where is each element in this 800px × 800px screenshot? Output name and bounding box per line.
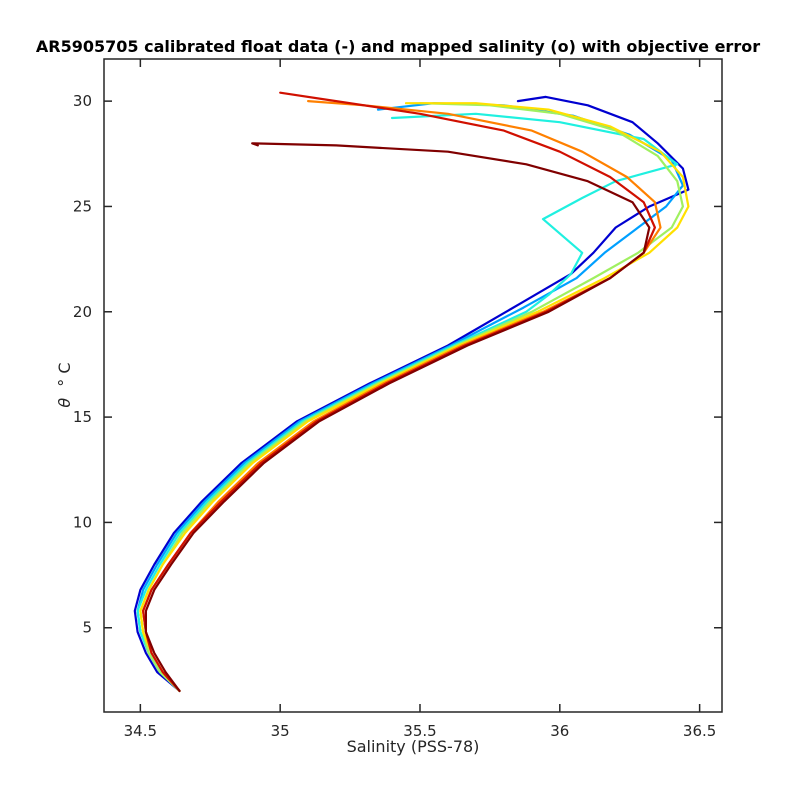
x-tick-label: 35.5 [403,722,436,740]
y-axis-unit: ° C [55,362,74,386]
x-tick-label: 34.5 [124,722,157,740]
series-line-2 [136,112,679,692]
series-line-7 [144,142,651,692]
y-tick-label: 10 [73,513,92,531]
y-tick-label: 25 [73,197,92,215]
y-axis-title: θ ° C [55,362,74,407]
series-line-4 [139,102,690,692]
tick-layer: 34.5 35 35.5 36 36.5 5 10 15 20 25 30 [73,59,722,740]
x-tick-label: 35 [271,722,290,740]
y-tick-label: 30 [73,92,92,110]
y-tick-label: 5 [82,619,92,637]
plot-background [104,59,722,712]
svg-text:θ ° C: θ ° C [55,362,74,407]
chart-title: AR5905705 calibrated float data (-) and … [36,37,760,56]
y-tick-label: 15 [73,408,92,426]
series-line-6 [142,91,656,692]
x-axis-title: Salinity (PSS-78) [347,737,480,756]
y-axis-symbol: θ [55,398,74,408]
x-tick-label: 36.5 [683,722,716,740]
y-tick-label: 20 [73,303,92,321]
series-layer [133,91,690,692]
x-tick-label: 36 [550,722,569,740]
plot-frame [103,58,723,713]
series-line-0 [133,95,690,692]
